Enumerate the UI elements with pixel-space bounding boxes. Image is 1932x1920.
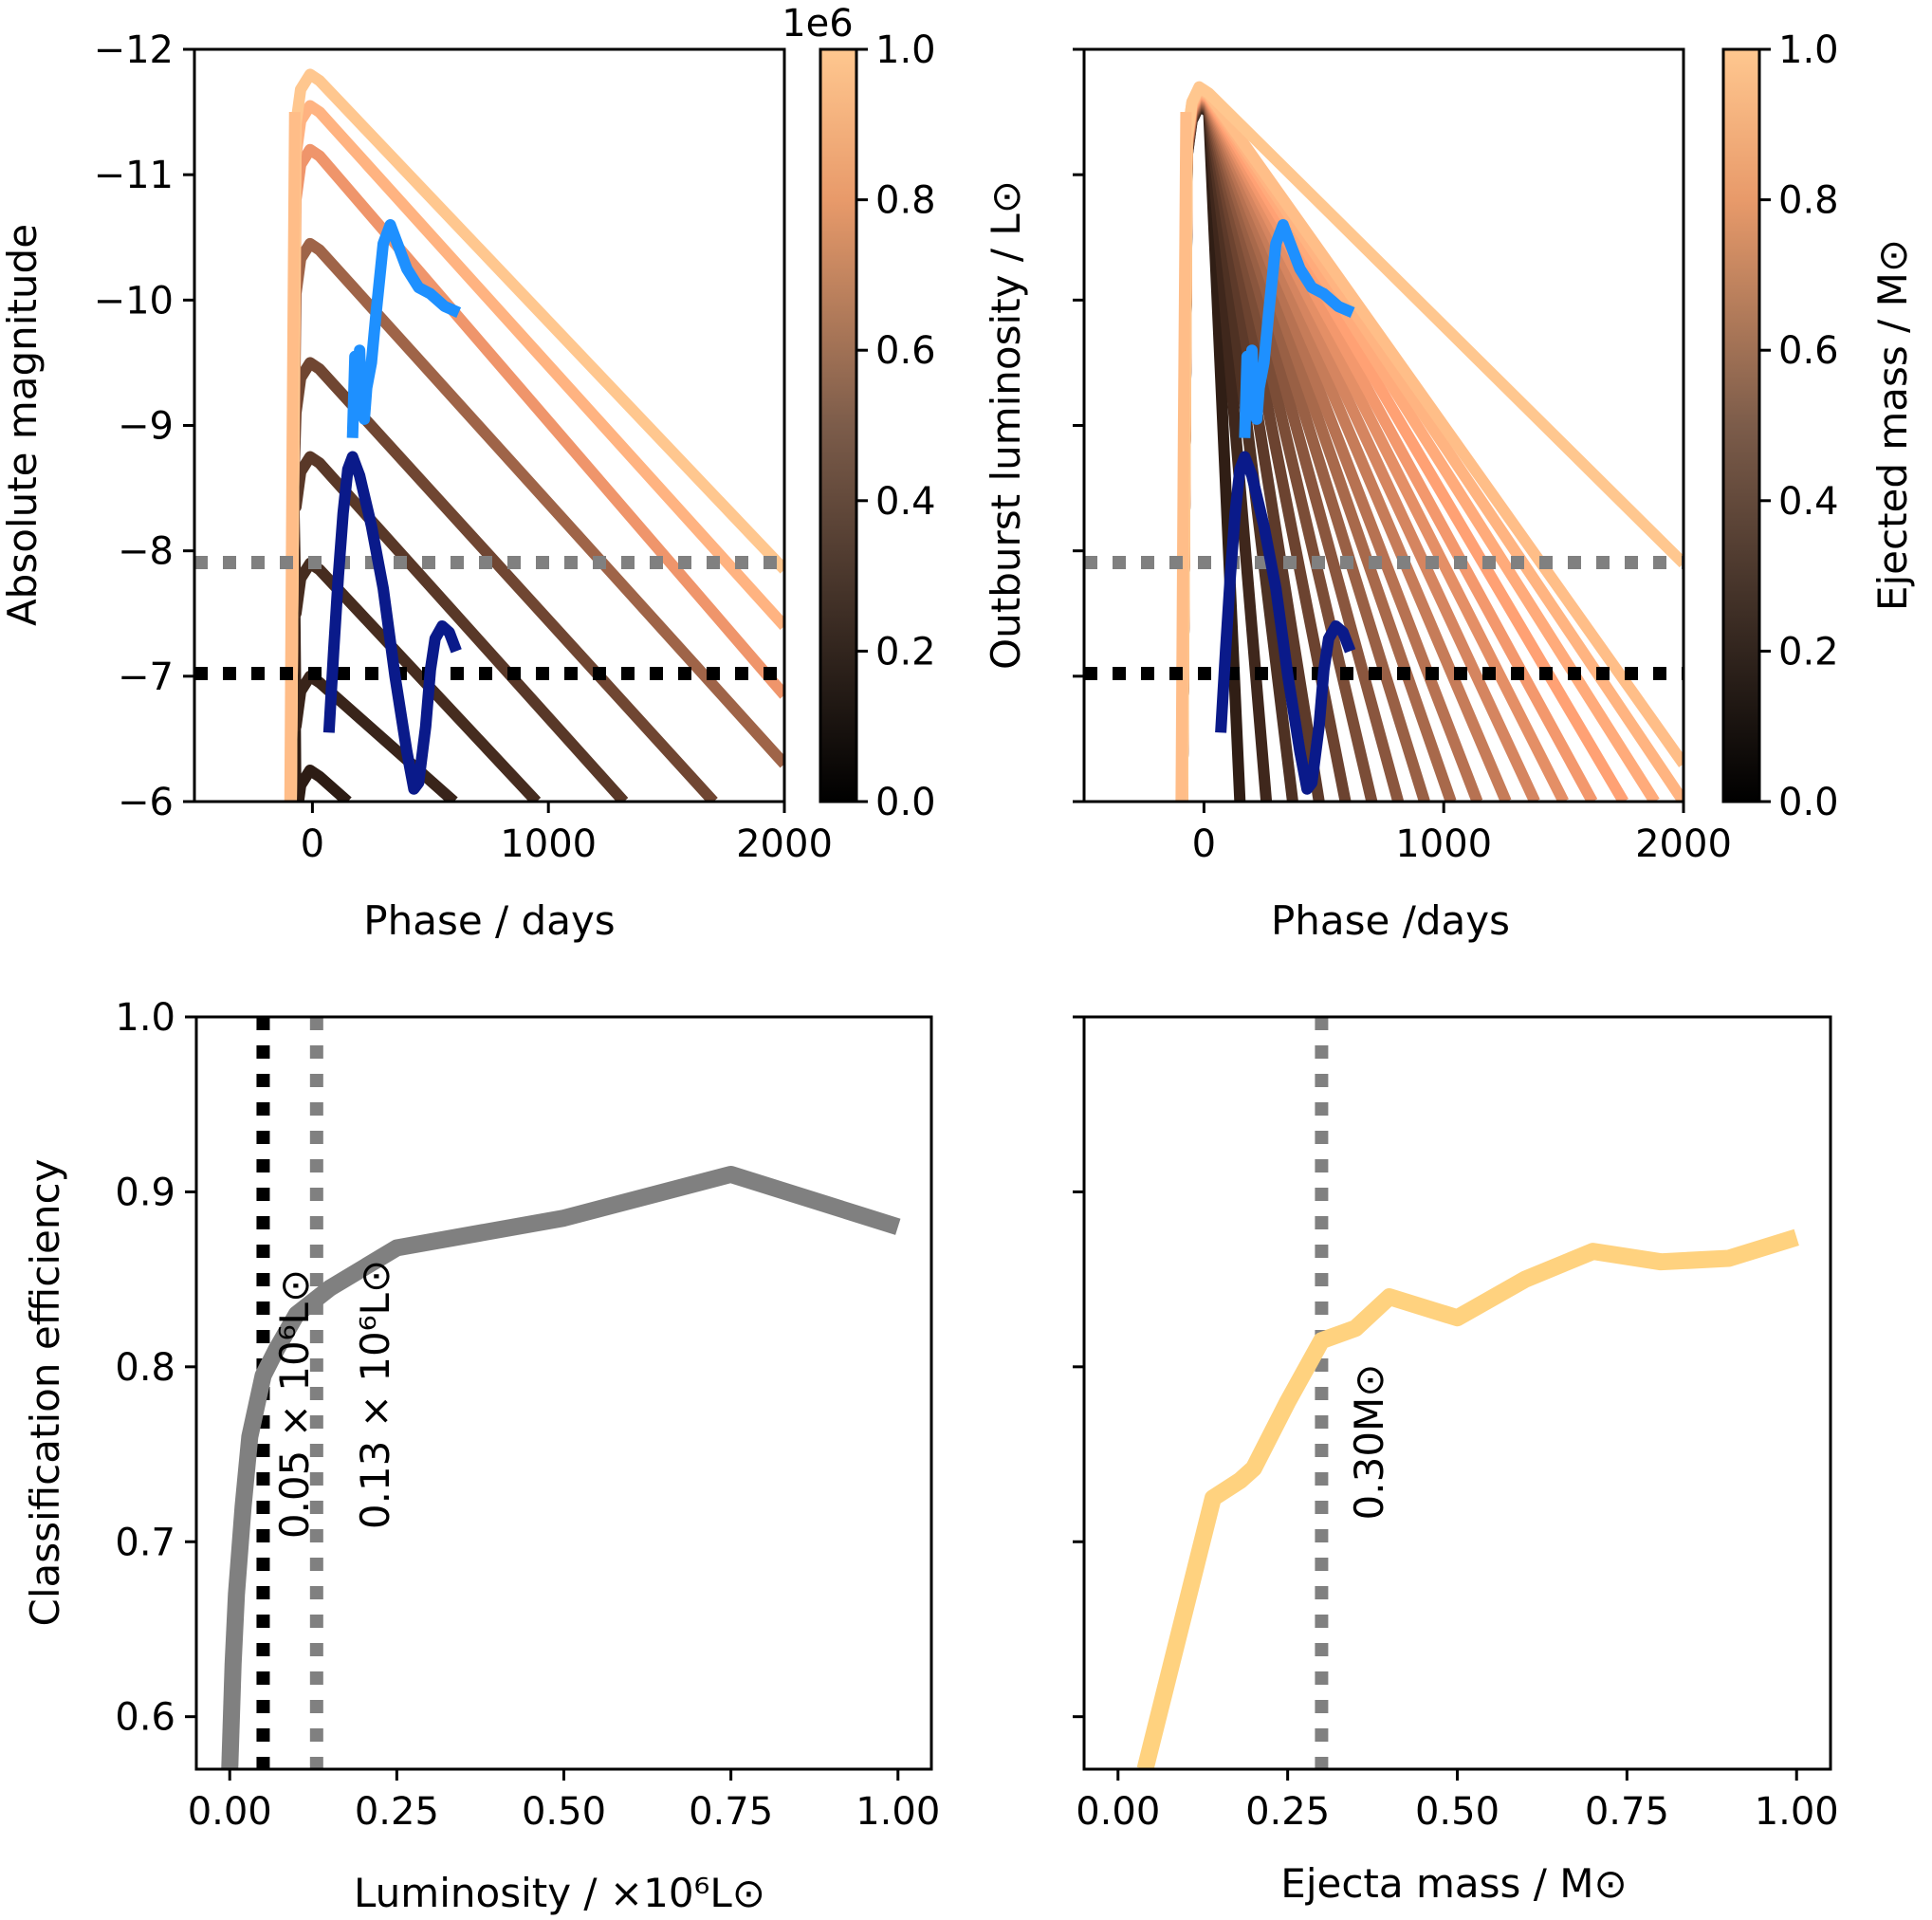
x-tick-label: 0.00: [188, 1790, 272, 1834]
x-axis-label: Ejecta mass / M⊙: [1280, 1860, 1627, 1907]
x-tick-label: 0.00: [1076, 1790, 1160, 1834]
panel-mass-efficiency: 0.00 0.25 0.50 0.75 1.00 0.30M⊙ Ejecta mass …: [1073, 1015, 1839, 1907]
colorbar-label: Outburst luminosity / L⊙: [983, 180, 1029, 670]
series-line: [322, 451, 462, 795]
colorbar-ticks: 0.0 0.2 0.4 0.6 0.8 1.0: [856, 28, 936, 824]
colorbar-tick-label: 0.8: [1778, 179, 1839, 223]
series-line: [1215, 451, 1356, 795]
colorbar-tick-label: 0.4: [875, 480, 936, 524]
x-tick-label: 1.00: [856, 1790, 940, 1834]
x-tick-label: 0.75: [1585, 1790, 1669, 1834]
colorbar-mass: [1721, 47, 1761, 803]
y-tick-label: −6: [118, 781, 174, 824]
colorbar-tick-label: 1.0: [1778, 28, 1839, 72]
y-tick-label: −7: [118, 655, 174, 699]
axes-frame: [193, 47, 786, 803]
series-line: [1239, 219, 1355, 438]
observed-lightcurves: [322, 219, 462, 795]
colorbar-tick-label: 0.6: [875, 329, 936, 373]
panel-luminosity-efficiency: 0.00 0.25 0.50 0.75 1.00 0.6 0.7 0.8 0.9 1.0 0.05…: [22, 996, 940, 1916]
colorbar-tick-label: 0.2: [875, 630, 936, 674]
colorbar-luminosity: [819, 47, 858, 803]
colorbar-tick-label: 0.0: [875, 781, 936, 824]
colorbar-tick-label: 0.8: [875, 179, 936, 223]
rise-edge: [1175, 112, 1192, 802]
efficiency-series: [1136, 1228, 1799, 1769]
y-tick-label: 0.8: [115, 1346, 175, 1390]
colorbar-tick-label: 0.4: [1778, 480, 1839, 524]
colorbar-offset-label: 1e6: [782, 2, 854, 46]
colorbar-tick-label: 1.0: [875, 28, 936, 72]
y-tick-label: −11: [94, 154, 174, 197]
x-tick-label: 1000: [500, 822, 597, 866]
y-tick-label: −9: [118, 405, 174, 449]
model-tracks-mass: [1175, 81, 1684, 802]
x-tick-label: 0.50: [522, 1790, 606, 1834]
x-tick-label: 0.25: [1245, 1790, 1330, 1834]
y-tick-label: −12: [94, 28, 174, 72]
x-tick-label: 0.75: [689, 1790, 773, 1834]
colorbar-tick-label: 0.2: [1778, 630, 1839, 674]
axis-ticks: 0 1000 2000: [1073, 47, 1732, 866]
y-tick-label: −8: [118, 530, 174, 574]
panel-mass-lightcurves: 0 1000 2000 Phase /days 0.0 0.2 0.4 0.6 0.8 1.0…: [1073, 28, 1916, 944]
x-tick-label: 2000: [1635, 822, 1732, 866]
y-tick-label: 0.6: [115, 1696, 175, 1740]
x-axis-label: Phase /days: [1271, 897, 1510, 944]
model-track: [285, 68, 784, 802]
x-tick-label: 1000: [1395, 822, 1492, 866]
y-axis-label: Absolute magnitude: [0, 224, 46, 626]
colorbar-label: Ejected mass / M⊙: [1869, 239, 1916, 611]
vline-label-black: 0.05 × 10⁶L⊙: [271, 1269, 318, 1539]
vline-label-grey: 0.13 × 10⁶L⊙: [352, 1260, 398, 1529]
x-tick-label: 1.00: [1755, 1790, 1839, 1834]
colorbar-tick-label: 0.0: [1778, 781, 1839, 824]
panel-luminosity-lightcurves: 0 1000 2000−12−11−10−9−8−7−6 Phase / days …: [0, 2, 1029, 944]
axes-frame: [1082, 1015, 1832, 1771]
efficiency-series: [221, 1165, 901, 1769]
axis-ticks: 0.00 0.25 0.50 0.75 1.00 0.6 0.7 0.8 0.9 1.0: [115, 996, 940, 1834]
x-tick-label: 2000: [736, 822, 833, 866]
y-tick-label: −10: [94, 279, 174, 323]
x-axis-label: Luminosity / ×10⁶L⊙: [354, 1870, 765, 1916]
series-line: [346, 219, 462, 438]
x-tick-label: 0.50: [1415, 1790, 1500, 1834]
model-tracks-luminosity: [284, 68, 784, 802]
axis-ticks: 0 1000 2000 −12 −11 −10 −9 −8 −7 −6: [94, 28, 833, 866]
rise-edge: [284, 112, 301, 802]
colorbar-ticks: 0.0 0.2 0.4 0.6 0.8 1.0: [1759, 28, 1839, 824]
y-tick-label: 1.0: [115, 996, 175, 1040]
x-tick-label: 0: [301, 822, 324, 866]
x-tick-label: 0: [1192, 822, 1216, 866]
observed-lightcurves: [1215, 219, 1356, 795]
axis-ticks: 0.00 0.25 0.50 0.75 1.00: [1073, 1015, 1839, 1834]
y-tick-label: 0.7: [115, 1521, 175, 1564]
model-track: [285, 482, 542, 802]
colorbar-tick-label: 0.6: [1778, 329, 1839, 373]
series-line: [1136, 1228, 1799, 1769]
x-tick-label: 0.25: [355, 1790, 439, 1834]
x-axis-label: Phase / days: [363, 897, 615, 944]
series-line: [221, 1165, 901, 1769]
y-axis-label: Classification efficiency: [22, 1159, 68, 1627]
vline-label-grey: 0.30M⊙: [1346, 1364, 1392, 1521]
y-tick-label: 0.9: [115, 1171, 175, 1214]
